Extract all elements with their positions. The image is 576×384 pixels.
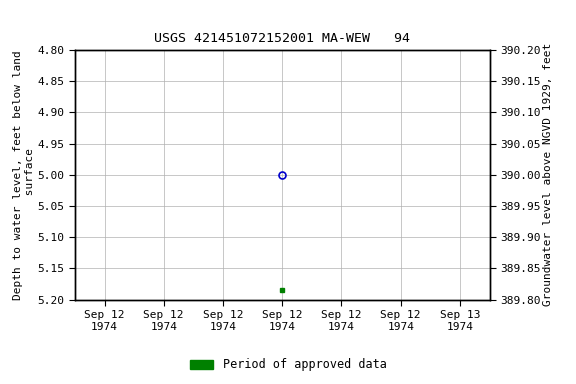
Y-axis label: Depth to water level, feet below land
 surface: Depth to water level, feet below land su… <box>13 50 35 300</box>
Title: USGS 421451072152001 MA-WEW   94: USGS 421451072152001 MA-WEW 94 <box>154 31 410 45</box>
Y-axis label: Groundwater level above NGVD 1929, feet: Groundwater level above NGVD 1929, feet <box>543 43 554 306</box>
Legend: Period of approved data: Period of approved data <box>185 354 391 376</box>
